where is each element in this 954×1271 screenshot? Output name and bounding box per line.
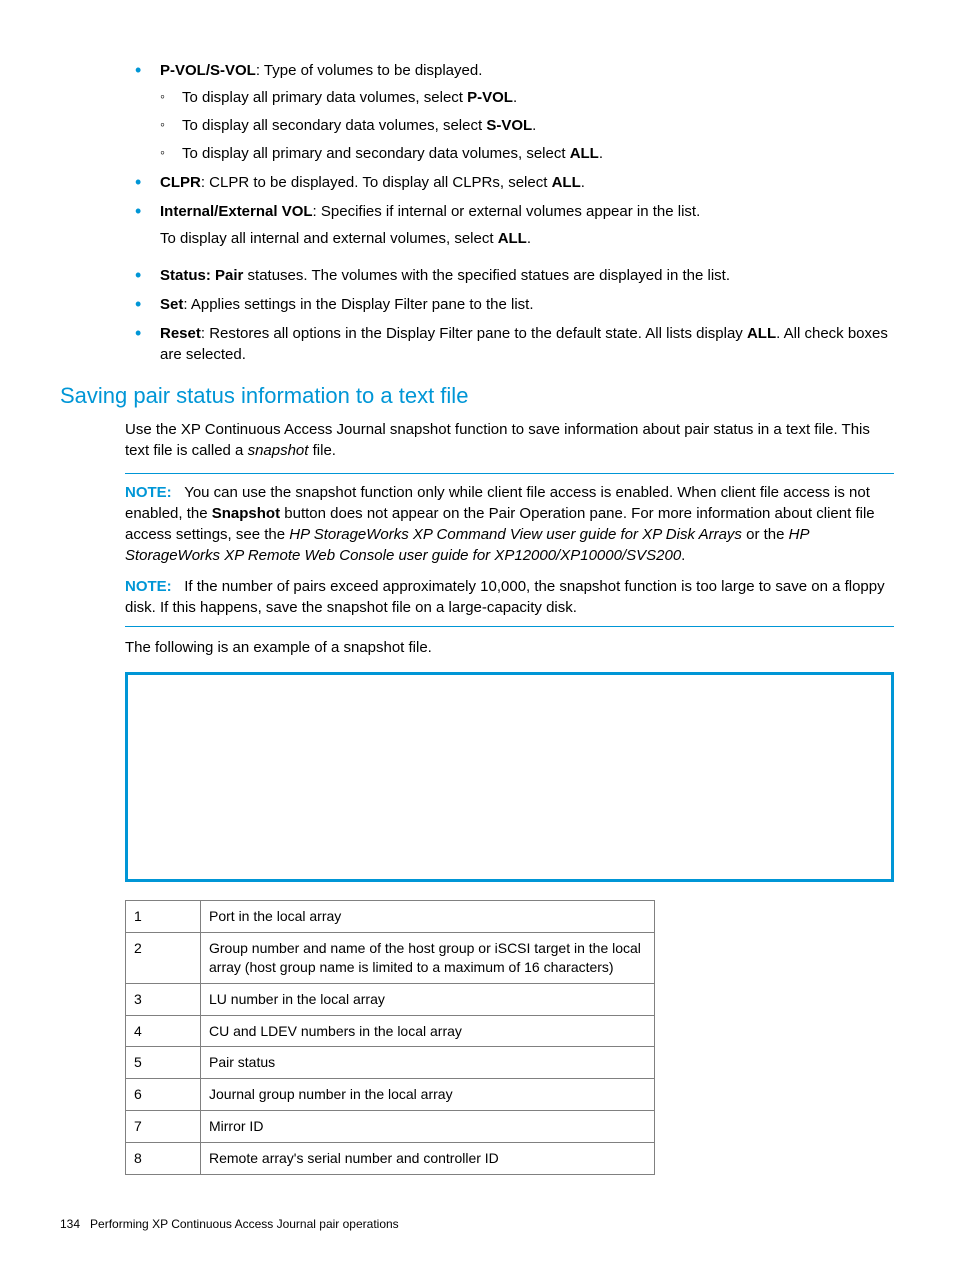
note2-text: If the number of pairs exceed approximat… <box>125 578 885 616</box>
clpr-label: CLPR <box>160 174 201 191</box>
page-number: 134 <box>60 1217 80 1231</box>
reset-label: Reset <box>160 325 201 342</box>
bullet-clpr: CLPR: CLPR to be displayed. To display a… <box>125 172 894 193</box>
sub-all-bold: ALL <box>570 145 599 162</box>
page: P-VOL/S-VOL: Type of volumes to be displ… <box>0 0 954 1271</box>
bullet-intext: Internal/External VOL: Specifies if inte… <box>125 201 894 249</box>
intro-1: Use the XP Continuous Access Journal sna… <box>125 421 870 459</box>
note1-label: NOTE: <box>125 484 172 501</box>
table-cell-desc: Mirror ID <box>201 1111 655 1143</box>
period: . <box>599 145 603 162</box>
note1-b1: Snapshot <box>212 505 280 522</box>
note1: NOTE: You can use the snapshot function … <box>125 482 894 566</box>
note-block: NOTE: You can use the snapshot function … <box>125 473 894 627</box>
table-cell-desc: Port in the local array <box>201 901 655 933</box>
sub-svol: To display all secondary data volumes, s… <box>160 115 894 136</box>
bullet-reset: Reset: Restores all options in the Displ… <box>125 323 894 365</box>
intro-italic: snapshot <box>248 442 309 459</box>
reset-text-1: : Restores all options in the Display Fi… <box>201 325 747 342</box>
bullet-status: Status: Pair statuses. The volumes with … <box>125 265 894 286</box>
set-label: Set <box>160 296 183 313</box>
table-cell-num: 4 <box>126 1015 201 1047</box>
intext-line2-bold: ALL <box>498 230 527 247</box>
intext-line2-pre: To display all internal and external vol… <box>160 230 498 247</box>
reset-bold: ALL <box>747 325 776 342</box>
note1-t3: or the <box>742 526 789 543</box>
table-cell-num: 3 <box>126 983 201 1015</box>
clpr-bold: ALL <box>552 174 581 191</box>
table-cell-desc: Group number and name of the host group … <box>201 932 655 983</box>
sub-pvol: To display all primary data volumes, sel… <box>160 87 894 108</box>
table-row: 7Mirror ID <box>126 1111 655 1143</box>
period: . <box>532 117 536 134</box>
note1-t4: . <box>681 547 685 564</box>
intro-2: file. <box>308 442 336 459</box>
table-cell-desc: LU number in the local array <box>201 983 655 1015</box>
sub-all: To display all primary and secondary dat… <box>160 143 894 164</box>
table-row: 8Remote array's serial number and contro… <box>126 1143 655 1175</box>
intext-text: : Specifies if internal or external volu… <box>313 203 701 220</box>
intext-line2: To display all internal and external vol… <box>160 228 894 249</box>
table-cell-num: 2 <box>126 932 201 983</box>
table-cell-num: 7 <box>126 1111 201 1143</box>
set-text: : Applies settings in the Display Filter… <box>183 296 533 313</box>
intext-label: Internal/External VOL <box>160 203 313 220</box>
table-cell-num: 5 <box>126 1047 201 1079</box>
bullet-list: P-VOL/S-VOL: Type of volumes to be displ… <box>125 60 894 365</box>
sub-svol-bold: S-VOL <box>486 117 532 134</box>
pvol-svol-label: P-VOL/S-VOL <box>160 62 256 79</box>
table-row: 6Journal group number in the local array <box>126 1079 655 1111</box>
table-cell-desc: Remote array's serial number and control… <box>201 1143 655 1175</box>
period: . <box>581 174 585 191</box>
table-cell-num: 8 <box>126 1143 201 1175</box>
intro-paragraph: Use the XP Continuous Access Journal sna… <box>125 419 894 461</box>
sub-list-pvol: To display all primary data volumes, sel… <box>160 87 894 164</box>
note2-label: NOTE: <box>125 578 172 595</box>
bullet-pvol-svol: P-VOL/S-VOL: Type of volumes to be displ… <box>125 60 894 164</box>
snapshot-table: 1Port in the local array2Group number an… <box>125 900 655 1175</box>
content-area: P-VOL/S-VOL: Type of volumes to be displ… <box>125 60 894 1175</box>
table-cell-num: 6 <box>126 1079 201 1111</box>
period: . <box>513 89 517 106</box>
section-title: Saving pair status information to a text… <box>60 383 894 409</box>
note2: NOTE: If the number of pairs exceed appr… <box>125 576 894 618</box>
sub-pvol-bold: P-VOL <box>467 89 513 106</box>
sub-all-pre: To display all primary and secondary dat… <box>182 145 570 162</box>
bullet-set: Set: Applies settings in the Display Fil… <box>125 294 894 315</box>
clpr-text: : CLPR to be displayed. To display all C… <box>201 174 552 191</box>
status-label: Status: Pair <box>160 267 243 284</box>
table-row: 1Port in the local array <box>126 901 655 933</box>
snapshot-example-box <box>125 672 894 882</box>
table-row: 4CU and LDEV numbers in the local array <box>126 1015 655 1047</box>
table-cell-num: 1 <box>126 901 201 933</box>
table-cell-desc: Pair status <box>201 1047 655 1079</box>
table-row: 2Group number and name of the host group… <box>126 932 655 983</box>
pvol-svol-text: : Type of volumes to be displayed. <box>256 62 483 79</box>
table-cell-desc: Journal group number in the local array <box>201 1079 655 1111</box>
sub-pvol-pre: To display all primary data volumes, sel… <box>182 89 467 106</box>
example-text: The following is an example of a snapsho… <box>125 637 894 658</box>
status-text: statuses. The volumes with the specified… <box>243 267 730 284</box>
note1-i1: HP StorageWorks XP Command View user gui… <box>289 526 742 543</box>
table-row: 5Pair status <box>126 1047 655 1079</box>
sub-svol-pre: To display all secondary data volumes, s… <box>182 117 486 134</box>
table-cell-desc: CU and LDEV numbers in the local array <box>201 1015 655 1047</box>
footer-title: Performing XP Continuous Access Journal … <box>90 1217 399 1231</box>
table-row: 3LU number in the local array <box>126 983 655 1015</box>
page-footer: 134 Performing XP Continuous Access Jour… <box>60 1217 399 1231</box>
period: . <box>527 230 531 247</box>
